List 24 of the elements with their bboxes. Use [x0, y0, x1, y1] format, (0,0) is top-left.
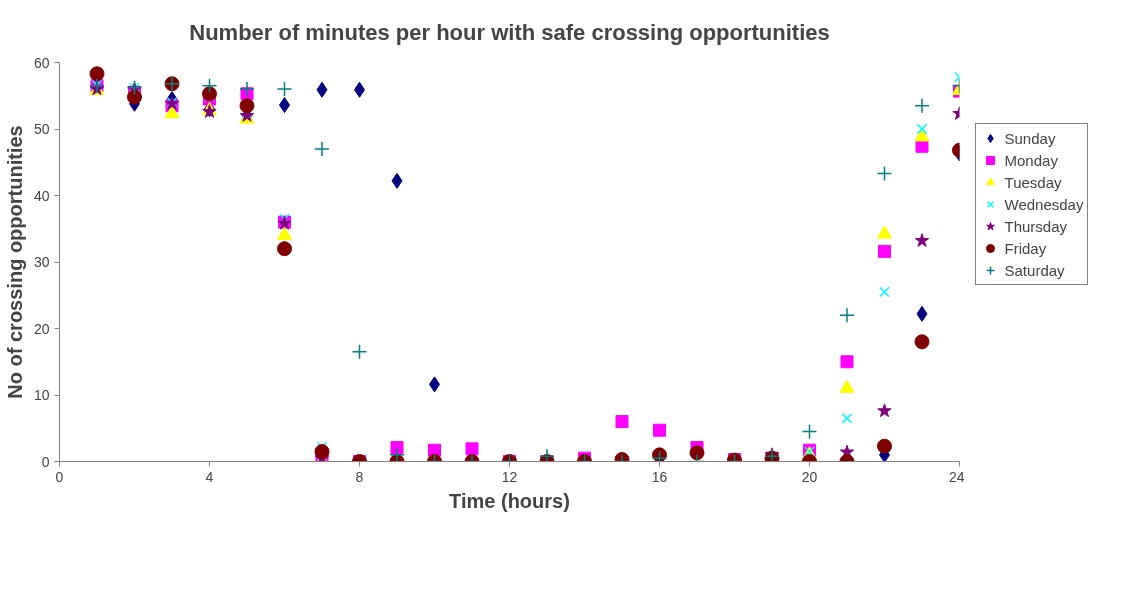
x-tick-label: 16	[651, 468, 668, 485]
y-axis-title: No of crossing opportunities	[3, 125, 26, 399]
x-tick-label: 24	[948, 468, 965, 485]
x-tick-label: 8	[355, 468, 364, 485]
legend-label: Monday	[1004, 151, 1058, 169]
x-tick-label: 12	[501, 468, 518, 485]
legend-label: Saturday	[1004, 261, 1065, 279]
y-tick-label: 0	[41, 453, 50, 470]
legend-label: Friday	[1004, 239, 1047, 257]
x-tick-label: 0	[55, 468, 64, 485]
legend-label: Wednesday	[1004, 195, 1084, 213]
x-tick-label: 20	[801, 468, 818, 485]
y-tick-label: 50	[33, 121, 50, 137]
y-tick-label: 20	[33, 320, 50, 337]
legend-label: Sunday	[1004, 129, 1056, 147]
y-tick-label: 10	[33, 387, 50, 403]
x-axis-title: Time (hours)	[449, 489, 570, 512]
chart-title: Number of minutes per hour with safe crossing opportunities	[189, 20, 830, 45]
y-tick-label: 40	[33, 187, 50, 204]
y-tick-label: 60	[33, 54, 50, 71]
y-tick-label: 30	[33, 254, 50, 270]
legend-label: Thursday	[1004, 217, 1068, 235]
x-tick-label: 4	[205, 468, 214, 485]
legend-label: Tuesday	[1004, 173, 1062, 191]
